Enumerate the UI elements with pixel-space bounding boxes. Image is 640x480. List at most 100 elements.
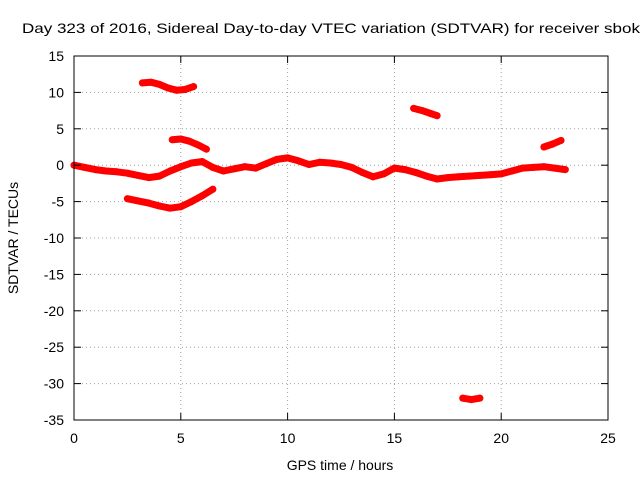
data-point — [177, 163, 185, 171]
series-arc-near-3 — [168, 135, 210, 153]
data-point — [91, 166, 99, 174]
series-main-band — [70, 154, 569, 183]
x-tick-label: 0 — [70, 430, 78, 446]
data-point — [177, 135, 185, 143]
data-point — [551, 164, 559, 172]
data-point — [262, 160, 270, 168]
y-axis-label: SDTVAR / TECUs — [5, 182, 21, 294]
data-point — [138, 79, 146, 87]
grid-lines — [74, 56, 608, 420]
y-tick-label: 15 — [48, 48, 64, 64]
data-point — [81, 163, 89, 171]
y-tick-label: -15 — [44, 266, 64, 282]
data-point — [273, 155, 281, 163]
data-point — [168, 136, 176, 144]
data-point — [369, 173, 377, 181]
data-point — [390, 164, 398, 172]
data-point — [202, 145, 210, 153]
data-point — [123, 195, 131, 203]
y-tick-label: 10 — [48, 84, 64, 100]
data-point — [476, 171, 484, 179]
data-point — [401, 166, 409, 174]
x-tick-label: 20 — [493, 430, 509, 446]
y-tick-label: 0 — [56, 157, 64, 173]
data-point — [561, 166, 569, 174]
data-point — [467, 396, 475, 404]
data-point — [459, 394, 467, 402]
data-point — [358, 168, 366, 176]
y-tick-label: -20 — [44, 303, 64, 319]
data-series — [70, 78, 569, 404]
data-point — [147, 78, 155, 86]
data-point — [337, 160, 345, 168]
data-point — [187, 198, 195, 206]
data-point — [433, 112, 441, 120]
data-point — [134, 197, 142, 205]
data-point — [155, 80, 163, 88]
data-point — [519, 164, 527, 172]
data-point — [305, 160, 313, 168]
data-point — [185, 137, 193, 145]
data-point — [497, 170, 505, 178]
data-point — [164, 84, 172, 92]
x-axis-label: GPS time / hours — [287, 457, 394, 473]
data-point — [433, 175, 441, 183]
data-point — [548, 140, 556, 148]
series-arc-near-3-right — [540, 136, 565, 151]
data-point — [181, 85, 189, 93]
data-point — [252, 164, 260, 172]
y-tick-label: -30 — [44, 376, 64, 392]
data-point — [102, 167, 110, 175]
data-point — [177, 203, 185, 211]
x-tick-label: 15 — [387, 430, 403, 446]
data-point — [123, 169, 131, 177]
data-point — [294, 157, 302, 165]
data-point — [190, 83, 198, 91]
data-point — [508, 167, 516, 175]
data-point — [427, 110, 435, 118]
data-point — [230, 165, 238, 173]
data-point — [209, 163, 217, 171]
data-point — [444, 174, 452, 182]
data-point — [155, 172, 163, 180]
data-point — [198, 158, 206, 166]
y-tick-label: -35 — [44, 412, 64, 428]
data-point — [145, 174, 153, 182]
data-point — [209, 185, 217, 193]
data-point — [348, 163, 356, 171]
data-point — [418, 107, 426, 115]
data-point — [487, 171, 495, 179]
data-point — [529, 163, 537, 171]
x-axis-ticks: 0 5 10 15 20 25 — [70, 56, 616, 446]
series-upper-arc-10 — [138, 78, 198, 94]
data-point — [412, 168, 420, 176]
data-point — [465, 172, 473, 180]
data-point — [198, 192, 206, 200]
x-tick-label: 25 — [600, 430, 616, 446]
series-outlier-minus-32 — [459, 394, 484, 404]
x-tick-label: 10 — [280, 430, 296, 446]
data-point — [540, 163, 548, 171]
data-point — [155, 202, 163, 210]
y-tick-label: -10 — [44, 230, 64, 246]
data-point — [113, 168, 121, 176]
series-lower-arc — [123, 185, 217, 212]
data-point — [220, 167, 228, 175]
data-point — [145, 199, 153, 207]
y-tick-label: -25 — [44, 339, 64, 355]
data-point — [316, 158, 324, 166]
x-tick-label: 5 — [177, 430, 185, 446]
y-axis-ticks: 15 10 5 0 -5 -10 -15 -20 -25 -30 -35 — [44, 48, 608, 428]
data-point — [194, 141, 202, 149]
data-point — [540, 143, 548, 151]
data-point — [166, 167, 174, 175]
data-point — [422, 172, 430, 180]
data-point — [134, 171, 142, 179]
data-point — [410, 104, 418, 112]
data-point — [166, 204, 174, 212]
chart-title: Day 323 of 2016, Sidereal Day-to-day VTE… — [22, 20, 640, 36]
data-point — [241, 163, 249, 171]
y-tick-label: -5 — [52, 194, 65, 210]
data-point — [454, 173, 462, 181]
